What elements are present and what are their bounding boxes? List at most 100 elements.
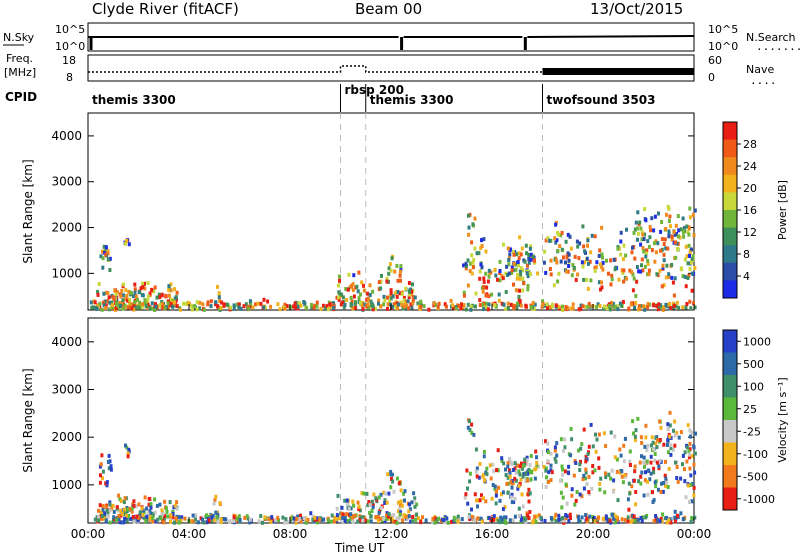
echo-cell xyxy=(515,305,519,310)
echo-cell xyxy=(662,258,666,263)
colorbar-tick-label: 25 xyxy=(743,403,757,416)
echo-cell xyxy=(492,514,496,519)
echo-cell xyxy=(628,268,632,273)
echo-cell xyxy=(634,294,638,298)
echo-cell xyxy=(188,519,192,524)
echo-cell xyxy=(442,518,446,522)
cpid-segment-label: themis 3300 xyxy=(370,93,454,107)
echo-cell xyxy=(462,303,466,308)
echo-cell xyxy=(345,512,349,517)
echo-cell xyxy=(464,492,468,497)
x-tick-label: 12:00 xyxy=(374,527,409,541)
echo-cell xyxy=(194,517,197,522)
echo-cell xyxy=(148,291,152,296)
echo-cell xyxy=(132,307,136,312)
echo-cell xyxy=(686,276,690,280)
echo-cell xyxy=(657,487,660,492)
echo-cell xyxy=(163,499,167,504)
echo-cell xyxy=(149,505,153,510)
echo-cell xyxy=(634,502,638,507)
echo-cell xyxy=(652,519,656,523)
echo-cell xyxy=(134,294,138,299)
freq-panel: Freq. [MHz] 18 8 60 0 Nave .... xyxy=(4,52,777,87)
echo-cell xyxy=(609,476,613,481)
echo-cell xyxy=(519,266,523,271)
echo-cell xyxy=(660,305,664,310)
echo-cell xyxy=(548,267,552,271)
echo-cell xyxy=(653,259,657,264)
echo-cell xyxy=(171,304,175,309)
echo-cell xyxy=(370,499,374,504)
echo-cell xyxy=(137,290,141,295)
echo-cell xyxy=(584,459,588,464)
echo-cell xyxy=(681,216,685,221)
echo-cell xyxy=(561,304,565,309)
echo-cell xyxy=(553,236,557,241)
echo-cell xyxy=(624,253,628,258)
echo-cell xyxy=(591,464,595,468)
echo-cell xyxy=(657,304,661,309)
echo-cell xyxy=(173,287,177,292)
echo-cell xyxy=(633,438,637,443)
echo-cell xyxy=(119,508,123,513)
echo-cell xyxy=(306,517,310,522)
echo-cell xyxy=(366,291,370,296)
echo-cell xyxy=(391,304,394,309)
echo-cell xyxy=(484,293,488,298)
echo-cell xyxy=(591,444,595,449)
echo-cell xyxy=(340,505,344,510)
echo-cell xyxy=(114,517,118,522)
echo-cell xyxy=(399,264,403,269)
echo-cell xyxy=(346,504,350,509)
echo-cell xyxy=(351,519,355,524)
echo-cell xyxy=(652,470,656,475)
echo-cell xyxy=(150,301,154,306)
echo-cell xyxy=(154,302,157,307)
nsearch-label: N.Search xyxy=(746,31,796,44)
echo-cell xyxy=(481,302,485,307)
nsky-dropout-2 xyxy=(523,37,527,50)
echo-cell xyxy=(328,302,332,307)
echo-cell xyxy=(237,514,241,519)
echo-cell xyxy=(360,491,364,496)
echo-cell xyxy=(349,295,353,300)
echo-cell xyxy=(491,515,495,520)
echo-cell xyxy=(518,276,522,281)
echo-cell xyxy=(321,303,325,308)
echo-cell xyxy=(190,307,194,312)
echo-cell xyxy=(195,300,199,305)
echo-cell xyxy=(681,305,685,310)
echo-cell xyxy=(642,460,646,465)
echo-cell xyxy=(201,302,205,307)
echo-cell xyxy=(237,302,241,307)
echo-cell xyxy=(120,288,124,293)
echo-cell xyxy=(544,238,548,243)
echo-cell xyxy=(559,437,563,442)
echo-cell xyxy=(638,460,642,465)
echo-cell xyxy=(146,306,150,310)
echo-cell xyxy=(667,275,671,279)
echo-cell xyxy=(383,519,387,524)
echo-cell xyxy=(634,490,638,494)
echo-cell xyxy=(655,445,659,450)
echo-cell xyxy=(431,520,435,525)
echo-cell xyxy=(523,517,527,522)
echo-cell xyxy=(498,269,502,273)
echo-cell xyxy=(637,479,641,484)
colorbar-swatch xyxy=(723,262,737,281)
echo-cell xyxy=(645,448,649,452)
echo-cell xyxy=(386,472,390,477)
echo-cell xyxy=(411,282,414,287)
echo-cell xyxy=(437,301,441,306)
echo-cell xyxy=(509,495,513,500)
echo-cell xyxy=(671,301,675,306)
echo-cell xyxy=(508,474,512,479)
echo-cell xyxy=(338,278,341,283)
echo-cell xyxy=(666,485,670,489)
echo-cell xyxy=(478,276,482,281)
echo-cell xyxy=(546,236,550,241)
echo-cell xyxy=(508,248,512,253)
echo-cell xyxy=(658,458,662,463)
echo-cell xyxy=(662,252,666,257)
echo-cell xyxy=(534,466,538,471)
